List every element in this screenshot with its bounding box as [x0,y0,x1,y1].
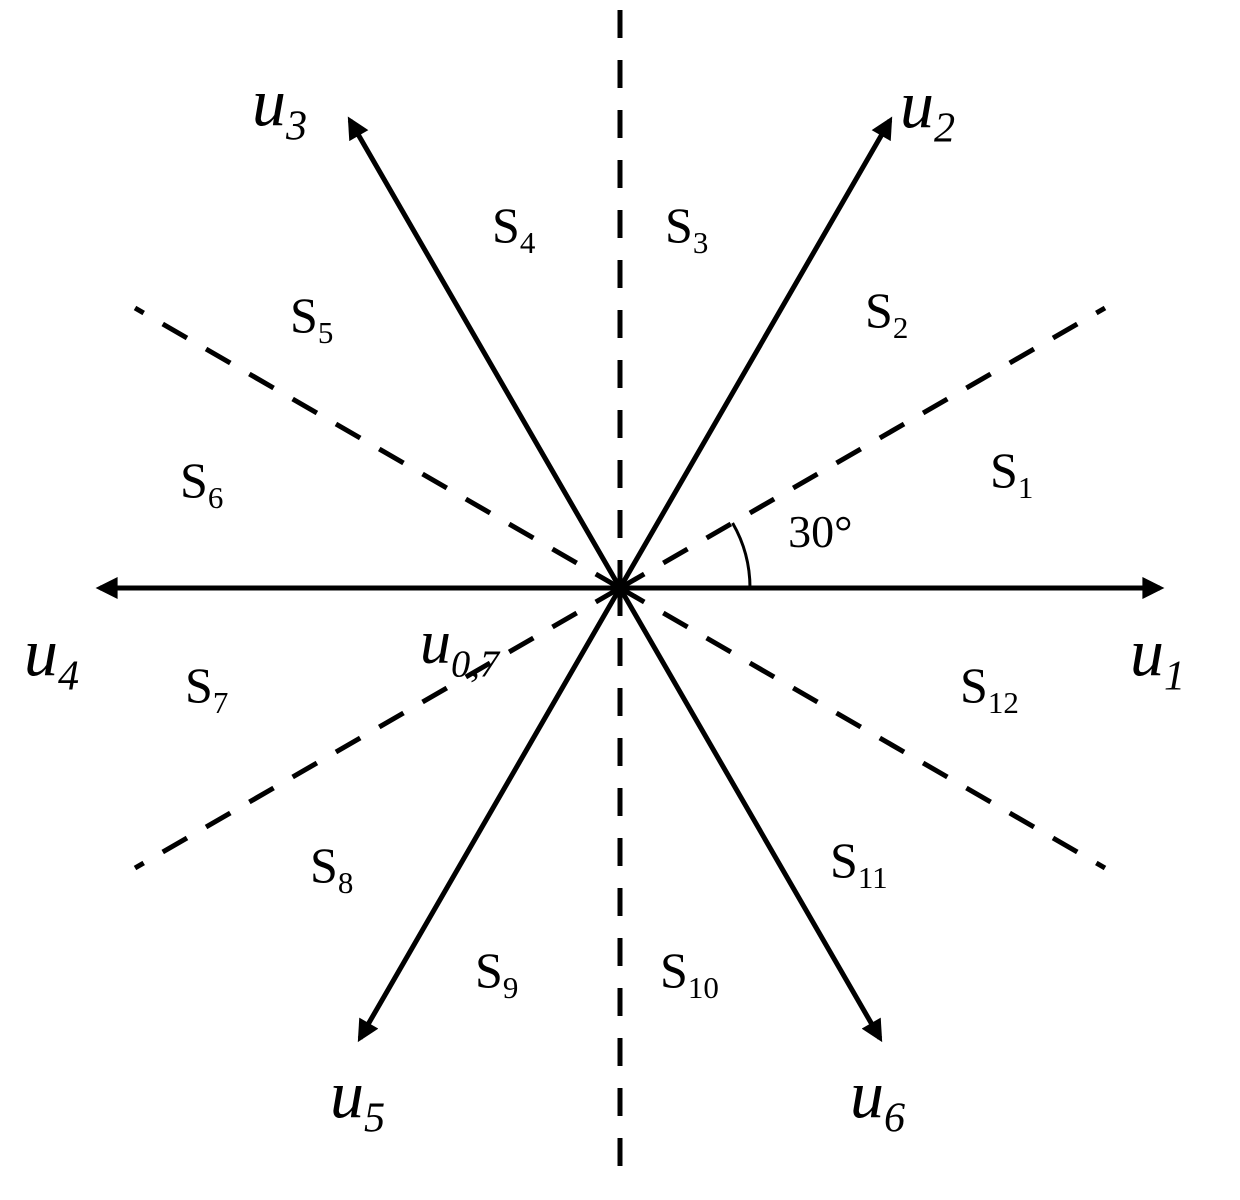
sector-label-s2: S2 [865,285,908,343]
vector-label-u5: u5 [330,1060,385,1140]
sector-label-s9: S9 [475,945,518,1003]
vector-label-u6: u6 [850,1060,905,1140]
sector-label-s12: S12 [960,660,1019,718]
sector-divider [135,308,620,588]
vector-label-u4: u4 [24,618,79,698]
sector-label-s1: S1 [990,445,1033,503]
vector-u3 [350,120,620,588]
sector-label-s6: S6 [180,455,223,513]
angle-label: 30° [788,506,852,557]
vector-label-u1: u1 [1130,618,1185,698]
vector-sector-diagram: 30° u0,7 u1 u2 u3 u4 u5 u6 S1 S2 S3 S4 S5 S6 S7 S8 S9 S1… [0,0,1240,1200]
sector-label-s10: S10 [660,945,719,1003]
vector-u6 [620,588,880,1038]
sector-label-s5: S5 [290,290,333,348]
sector-label-s3: S3 [665,200,708,258]
sector-label-s4: S4 [492,200,535,258]
sector-label-s7: S7 [185,660,228,718]
sector-divider [135,588,620,868]
sector-label-s11: S11 [830,835,888,893]
sector-divider [620,588,1105,868]
center-label: u0,7 [420,612,499,684]
vector-label-u2: u2 [900,70,955,150]
angle-arc [733,523,750,588]
vector-label-u3: u3 [252,68,307,148]
sector-label-s8: S8 [310,840,353,898]
diagram-svg: 30° [0,0,1240,1200]
